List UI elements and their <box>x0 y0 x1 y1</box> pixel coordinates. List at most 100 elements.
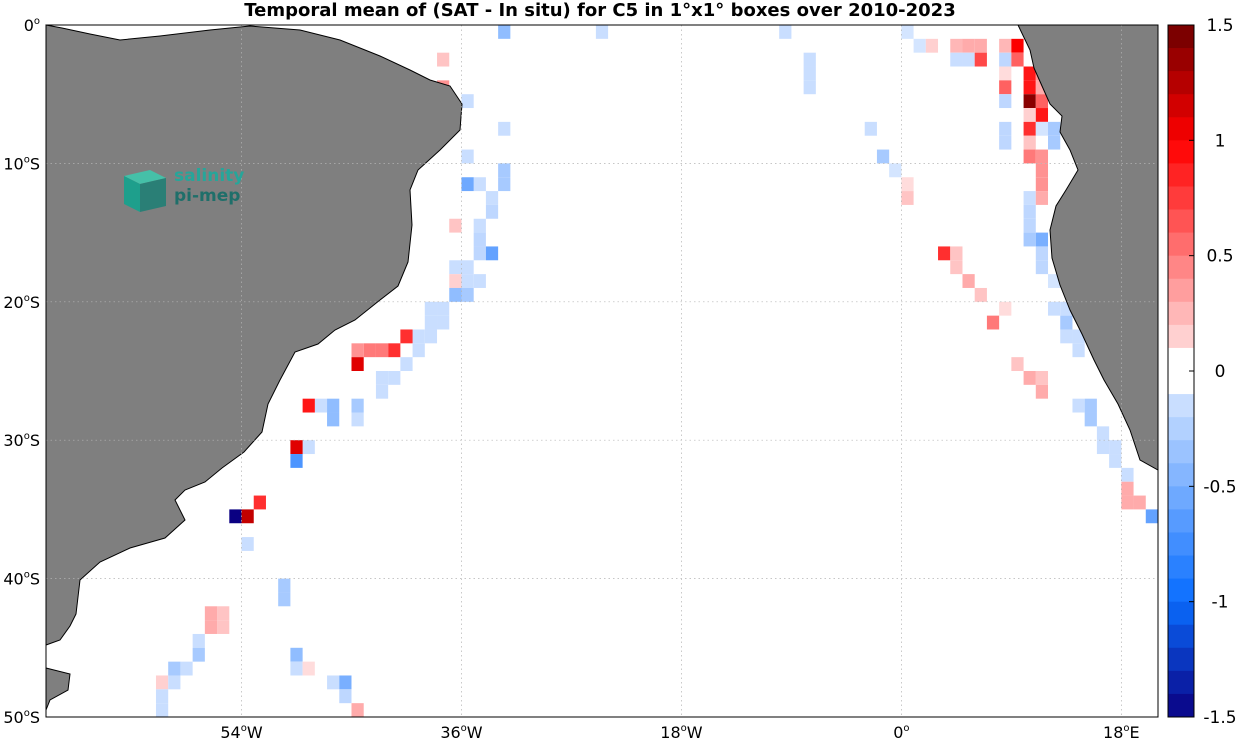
data-cell <box>1096 426 1110 441</box>
data-cell <box>1023 108 1036 122</box>
data-cell <box>241 509 254 524</box>
africa-landmass <box>1017 24 1159 471</box>
colorbar-swatch <box>1168 209 1194 233</box>
data-cell <box>485 204 499 219</box>
data-cell <box>1084 412 1097 427</box>
data-cell <box>803 52 816 67</box>
data-cell <box>950 38 963 53</box>
data-cell <box>461 260 474 275</box>
colorbar-swatch <box>1168 71 1194 95</box>
data-cell <box>290 454 303 468</box>
colorbar-swatch <box>1168 301 1194 326</box>
data-cell <box>1023 66 1036 81</box>
data-cell <box>204 606 218 621</box>
data-cell <box>1011 52 1024 67</box>
colorbar-swatch <box>1168 278 1194 303</box>
data-cell <box>314 398 328 413</box>
data-cell <box>999 52 1012 67</box>
data-cell <box>192 633 205 648</box>
colorbar-swatch <box>1168 324 1194 349</box>
data-cell <box>180 661 193 676</box>
colorbar-swatch <box>1168 371 1194 395</box>
data-cell <box>168 675 181 690</box>
data-cell <box>229 509 242 524</box>
logo-text-salinity: salinity <box>174 166 245 186</box>
colorbar-swatch <box>1168 693 1194 718</box>
longitude-tick-label: 18oE <box>1103 723 1140 740</box>
data-cell <box>375 371 389 385</box>
data-cell <box>217 606 230 621</box>
map-title: Temporal mean of (SAT - In situ) for C5 … <box>244 0 956 21</box>
data-cell <box>1035 260 1049 275</box>
data-cell <box>1035 177 1049 192</box>
colorbar-swatches <box>1168 25 1194 718</box>
data-cell <box>962 52 975 67</box>
data-cell <box>1023 191 1036 205</box>
data-cell <box>155 689 169 704</box>
data-cell <box>1035 191 1049 205</box>
data-cell <box>999 94 1012 109</box>
data-cell <box>498 163 511 178</box>
data-cell <box>595 25 609 39</box>
data-cell <box>1011 357 1024 371</box>
data-cell <box>437 52 450 67</box>
latitude-tick-label: 50oS <box>3 708 40 727</box>
data-cell <box>1048 121 1061 136</box>
data-cell <box>192 647 205 662</box>
colorbar-swatch <box>1168 394 1194 418</box>
data-cell <box>864 121 877 136</box>
data-cell <box>498 121 511 136</box>
data-cell <box>803 80 816 95</box>
data-cell <box>461 274 474 288</box>
colorbar-swatch <box>1168 255 1194 280</box>
data-cell <box>351 412 364 427</box>
colorbar-swatch <box>1168 624 1194 649</box>
salinity-pi-mep-logo: salinity pi-mep <box>120 166 260 216</box>
data-cell <box>1060 315 1073 330</box>
data-cell <box>925 38 939 53</box>
data-cell <box>473 218 486 233</box>
data-cell <box>1023 232 1036 247</box>
colorbar-swatch <box>1168 532 1194 556</box>
data-cell <box>473 246 486 261</box>
longitude-tick-label: 0o <box>893 723 909 740</box>
colorbar-swatch <box>1168 48 1194 72</box>
data-cell <box>1023 204 1036 219</box>
colorbar-ticks: 1.5 1 0.5 0 -0.5 -1 -1.5 <box>1189 16 1237 728</box>
map-plot-area: 54oW 36oW 18oW 0o 18oE 0o 10oS 20oS 30oS 40oS 50o… <box>3 16 1159 740</box>
data-cell <box>302 661 315 676</box>
longitude-tick-label: 18oW <box>660 723 702 740</box>
data-cell <box>363 343 376 358</box>
data-cell <box>290 661 303 676</box>
data-cell <box>327 412 340 427</box>
map-frame <box>45 24 1159 718</box>
data-cell <box>986 315 1000 330</box>
data-cell <box>449 287 462 302</box>
data-cell <box>449 274 462 288</box>
data-cell <box>1035 149 1049 164</box>
data-cell <box>1048 135 1061 150</box>
data-cell <box>339 675 352 690</box>
data-cell <box>1011 38 1024 53</box>
latitude-tick-label: 10oS <box>3 154 40 173</box>
data-cell <box>1121 495 1134 510</box>
colorbar-tick-label: -1 <box>1212 593 1229 613</box>
data-cell <box>388 371 401 385</box>
data-cell <box>461 149 474 164</box>
data-cell <box>1060 329 1073 344</box>
data-cell <box>950 52 963 67</box>
colorbar-swatch <box>1168 232 1194 257</box>
data-cell <box>1023 121 1036 136</box>
longitude-tick-label: 54oW <box>220 723 262 740</box>
data-cell <box>290 647 303 662</box>
data-cell <box>1109 454 1122 468</box>
longitude-tick-label: 36oW <box>440 723 482 740</box>
data-cell <box>1035 108 1049 122</box>
salinity-difference-cells <box>155 25 1158 717</box>
data-cell <box>290 440 303 455</box>
data-cell <box>876 149 890 164</box>
data-cell <box>412 329 425 344</box>
data-cell <box>1035 371 1049 385</box>
data-cell <box>302 440 315 455</box>
